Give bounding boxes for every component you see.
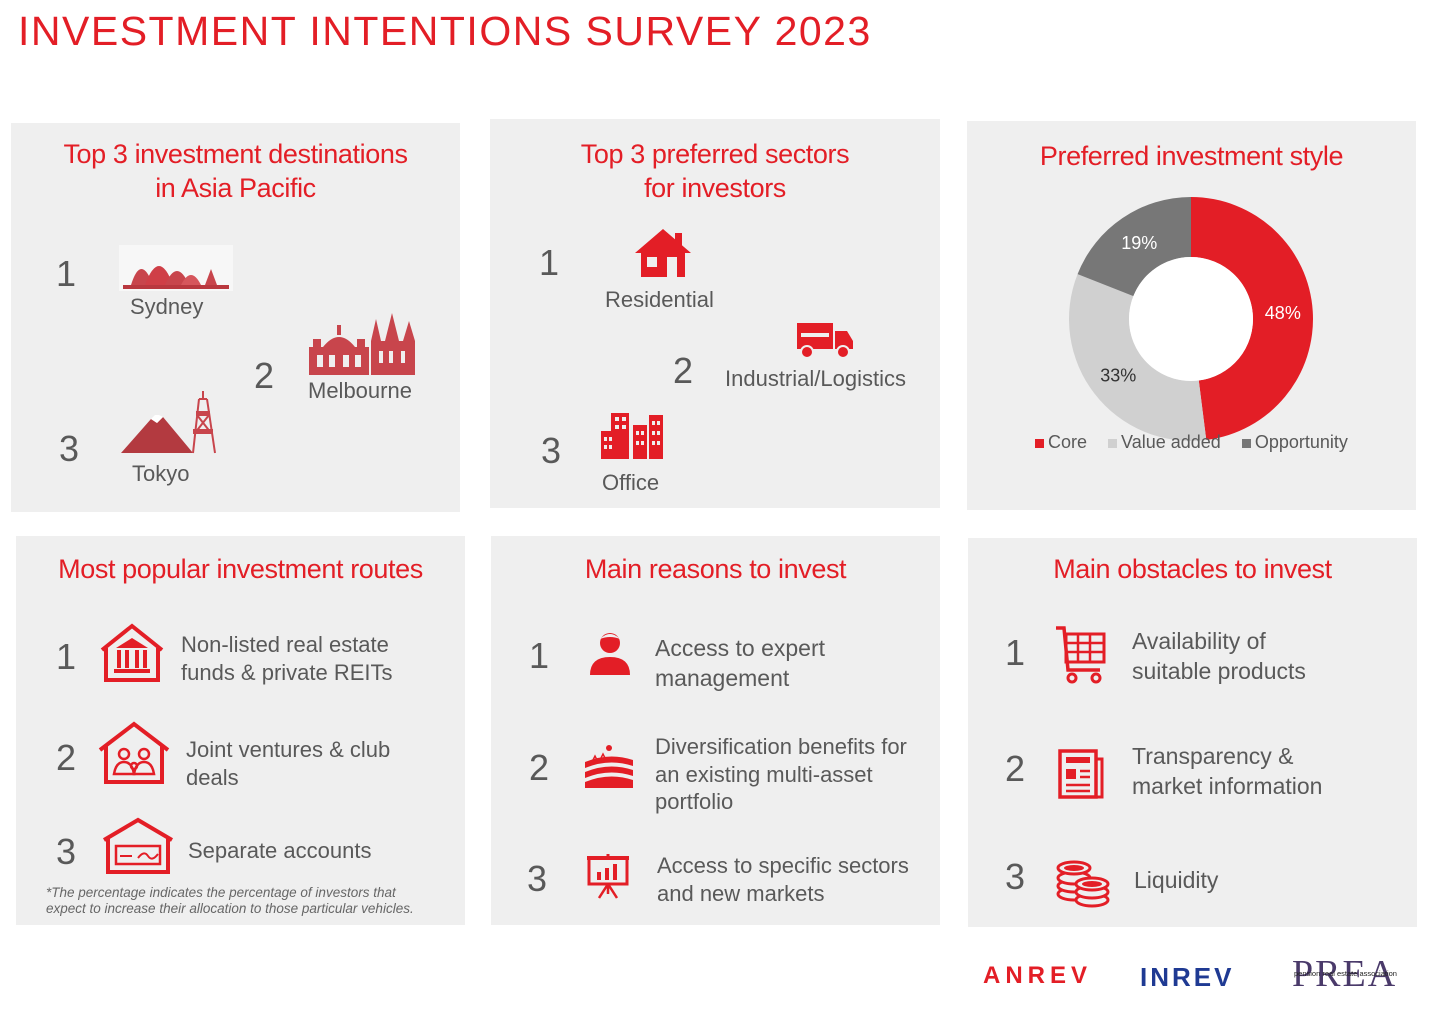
truck-icon bbox=[797, 323, 853, 359]
destination-rank-1: 1 bbox=[56, 253, 77, 294]
obstacle-1-line2: suitable products bbox=[1132, 658, 1306, 684]
sectors-title: Top 3 preferred sectors for investors bbox=[580, 139, 850, 203]
reason-2-line3: portfolio bbox=[655, 789, 734, 814]
routes-footnote: *The percentage indicates the percentage… bbox=[46, 885, 466, 917]
obstacle-3-line1: Liquidity bbox=[1134, 867, 1219, 893]
sector-rank-1: 1 bbox=[539, 242, 560, 283]
legend-label-core: Core bbox=[1048, 432, 1088, 452]
sector-rank-2: 2 bbox=[673, 350, 694, 391]
reason-1-line1: Access to expert bbox=[655, 635, 826, 661]
donut-slice-value-added bbox=[1069, 274, 1207, 441]
obstacle-rank-2: 2 bbox=[1005, 748, 1026, 789]
house-icon bbox=[635, 229, 691, 277]
route-1-line2: funds & private REITs bbox=[181, 660, 393, 685]
destination-label-sydney: Sydney bbox=[130, 294, 204, 319]
prea-logo-subtext: pension real estate association bbox=[1294, 969, 1397, 978]
destination-rank-3: 3 bbox=[59, 428, 80, 469]
legend-item-core: Core bbox=[1035, 432, 1087, 452]
route-rank-3: 3 bbox=[56, 831, 77, 872]
style-legend: Core Value added Opportunity bbox=[1035, 432, 1364, 453]
obstacles-title: Main obstacles to invest bbox=[1053, 554, 1332, 584]
obstacle-rank-1: 1 bbox=[1005, 632, 1026, 673]
donut-label-core: 48% bbox=[1265, 303, 1301, 323]
routes-panel: Most popular investment routes 1 Non-lis… bbox=[16, 536, 465, 925]
obstacles-panel: Main obstacles to invest 1 Availability … bbox=[968, 538, 1417, 927]
inrev-logo: INREV bbox=[1140, 962, 1234, 993]
donut-slice-core bbox=[1191, 197, 1313, 441]
newspaper-icon bbox=[1058, 749, 1104, 799]
reason-rank-1: 1 bbox=[529, 635, 550, 676]
prea-logo: PREA pension real estate association bbox=[1292, 955, 1410, 993]
sector-label-industrial: Industrial/Logistics bbox=[725, 366, 906, 391]
sydney-opera-house-icon bbox=[119, 245, 233, 291]
route-2-line1: Joint ventures & club bbox=[186, 737, 391, 762]
legend-item-value-added: Value added bbox=[1108, 432, 1221, 452]
obstacle-2-line2: market information bbox=[1132, 773, 1323, 799]
melbourne-skyline-icon bbox=[309, 313, 415, 375]
sectors-panel: Top 3 preferred sectors for investors 1 … bbox=[490, 119, 940, 508]
reason-2-line1: Diversification benefits for bbox=[655, 734, 907, 759]
style-donut-chart: 48% 33% 19% bbox=[1069, 197, 1313, 441]
reason-1-line2: management bbox=[655, 665, 790, 691]
obstacle-1-line1: Availability of bbox=[1132, 628, 1266, 654]
reason-3-line1: Access to specific sectors bbox=[657, 853, 909, 878]
anrev-logo-text: ANREV bbox=[983, 962, 1093, 989]
reasons-panel: Main reasons to invest 1 Access to exper… bbox=[491, 536, 940, 925]
route-2-line2: deals bbox=[186, 765, 239, 790]
reason-3-line2: and new markets bbox=[657, 881, 825, 906]
donut-label-opportunity: 19% bbox=[1121, 233, 1157, 253]
legend-label-opportunity: Opportunity bbox=[1254, 432, 1348, 452]
sector-rank-3: 3 bbox=[541, 430, 562, 471]
route-3-line1: Separate accounts bbox=[188, 838, 372, 863]
sector-label-office: Office bbox=[602, 470, 660, 495]
office-buildings-icon bbox=[601, 413, 663, 459]
obstacle-2-line1: Transparency & bbox=[1132, 743, 1294, 769]
cheque-house-icon bbox=[102, 817, 174, 874]
destination-label-melbourne: Melbourne bbox=[308, 378, 412, 403]
legend-item-opportunity: Opportunity bbox=[1241, 432, 1348, 452]
route-1-line1: Non-listed real estate bbox=[181, 632, 389, 657]
routes-footnote-line2: expect to increase their allocation to t… bbox=[46, 901, 414, 916]
shopping-cart-icon bbox=[1056, 626, 1106, 684]
route-rank-1: 1 bbox=[56, 636, 77, 677]
destinations-panel: Top 3 investment destinations in Asia Pa… bbox=[11, 123, 460, 512]
donut-slice-opportunity bbox=[1077, 197, 1191, 297]
reasons-title: Main reasons to invest bbox=[584, 554, 847, 584]
destination-rank-2: 2 bbox=[254, 355, 275, 396]
sector-label-residential: Residential bbox=[605, 287, 714, 312]
anrev-logo: ANREV bbox=[983, 962, 1092, 990]
landscape-fields-icon bbox=[585, 745, 633, 788]
reason-2-line2: an existing multi-asset bbox=[655, 762, 873, 787]
people-house-icon bbox=[98, 721, 170, 784]
reason-rank-3: 3 bbox=[527, 858, 548, 899]
obstacle-rank-3: 3 bbox=[1005, 856, 1026, 897]
reason-rank-2: 2 bbox=[529, 747, 550, 788]
prea-logo-text: PREA bbox=[1292, 953, 1398, 995]
style-panel: Preferred investment style 48% 33% 19% Cor… bbox=[967, 121, 1416, 510]
destinations-title: Top 3 investment destinations in Asia Pa… bbox=[63, 139, 408, 203]
style-title: Preferred investment style bbox=[1039, 141, 1344, 171]
tokyo-tower-icon bbox=[121, 391, 216, 454]
destination-label-tokyo: Tokyo bbox=[132, 461, 190, 486]
inrev-logo-text: INREV bbox=[1140, 962, 1235, 992]
page-title: INVESTMENT INTENTIONS SURVEY 2023 bbox=[18, 8, 872, 54]
donut-hole bbox=[1129, 257, 1253, 381]
legend-label-value-added: Value added bbox=[1121, 432, 1221, 452]
route-rank-2: 2 bbox=[56, 737, 77, 778]
presentation-chart-icon bbox=[587, 854, 629, 899]
bank-building-icon bbox=[100, 623, 164, 682]
routes-footnote-line1: *The percentage indicates the percentage… bbox=[46, 885, 396, 900]
donut-label-value-added: 33% bbox=[1100, 365, 1136, 385]
routes-title: Most popular investment routes bbox=[58, 554, 423, 584]
expert-person-icon bbox=[590, 633, 630, 675]
coins-icon bbox=[1056, 860, 1110, 908]
